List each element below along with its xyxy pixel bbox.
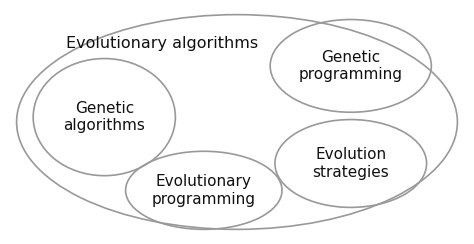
Text: Evolutionary
programming: Evolutionary programming: [152, 174, 256, 206]
Text: Genetic
programming: Genetic programming: [299, 50, 403, 82]
Text: Genetic
algorithms: Genetic algorithms: [64, 101, 145, 133]
Text: Evolutionary algorithms: Evolutionary algorithms: [66, 36, 258, 51]
Text: Evolution
strategies: Evolution strategies: [312, 147, 389, 180]
